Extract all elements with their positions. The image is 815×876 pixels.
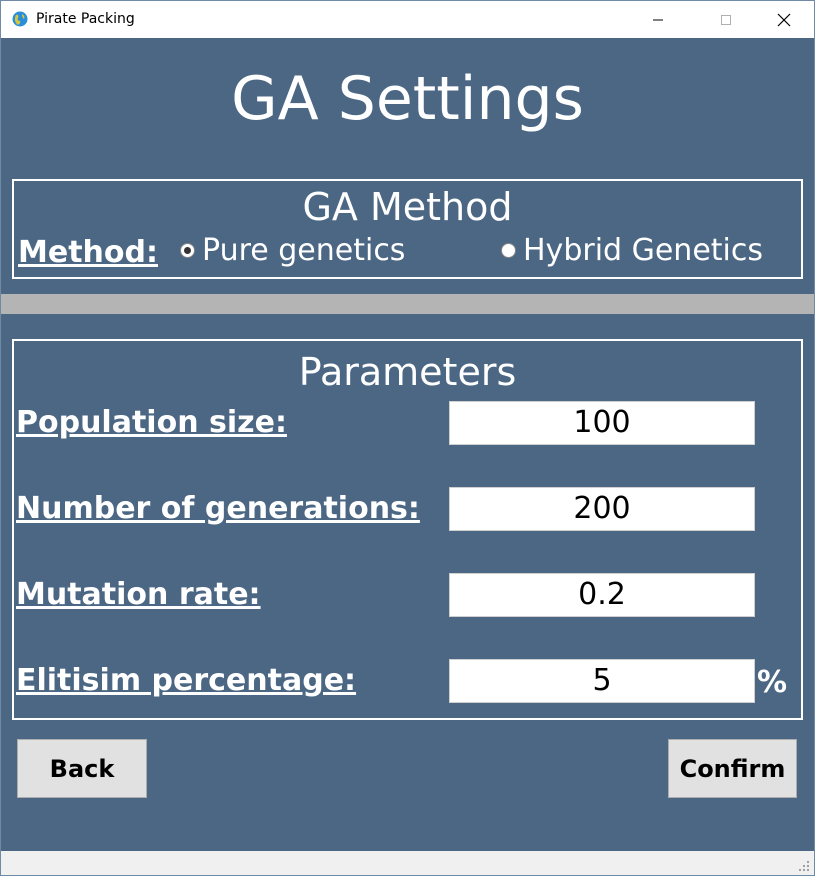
confirm-button[interactable]: Confirm — [668, 739, 797, 798]
percent-unit-label: % — [757, 665, 788, 700]
main-content: GA Settings GA Method Method: Pure genet… — [1, 38, 814, 851]
number-of-generations-label: Number of generations: — [16, 491, 420, 526]
close-button[interactable] — [761, 1, 807, 38]
population-size-label: Population size: — [16, 405, 287, 440]
back-button[interactable]: Back — [17, 739, 147, 798]
mutation-rate-label: Mutation rate: — [16, 577, 261, 612]
ga-method-title: GA Method — [302, 185, 513, 229]
window-title: Pirate Packing — [36, 11, 135, 27]
radio-pure-genetics-label[interactable]: Pure genetics — [202, 233, 406, 268]
globe-app-icon — [12, 11, 28, 27]
divider-bar — [1, 294, 814, 314]
elitism-percentage-input[interactable]: 5 — [449, 659, 755, 703]
method-label: Method: — [18, 235, 158, 270]
parameters-title: Parameters — [298, 350, 517, 394]
close-icon — [777, 13, 791, 26]
resize-grip-icon[interactable] — [798, 860, 810, 872]
radio-hybrid-genetics-label[interactable]: Hybrid Genetics — [523, 233, 763, 268]
page-title: GA Settings — [231, 64, 584, 134]
mutation-rate-input[interactable]: 0.2 — [449, 573, 755, 617]
radio-unchecked-icon[interactable] — [501, 243, 516, 258]
parameters-frame: Parameters Population size: 100 Number o… — [12, 339, 803, 720]
number-of-generations-input[interactable]: 200 — [449, 487, 755, 531]
maximize-icon — [721, 14, 731, 25]
radio-checked-icon[interactable] — [180, 243, 195, 258]
minimize-button[interactable] — [635, 1, 681, 38]
radio-hybrid-genetics[interactable]: Hybrid Genetics — [501, 233, 763, 268]
radio-pure-genetics[interactable]: Pure genetics — [180, 233, 405, 268]
minimize-icon — [653, 19, 663, 20]
population-size-input[interactable]: 100 — [449, 401, 755, 445]
status-bar — [1, 851, 814, 875]
ga-method-frame: GA Method Method: Pure genetics Hybrid G… — [12, 179, 803, 279]
maximize-button[interactable] — [703, 1, 749, 38]
title-bar[interactable]: Pirate Packing — [1, 1, 814, 38]
elitism-percentage-label: Elitisim percentage: — [16, 663, 357, 698]
